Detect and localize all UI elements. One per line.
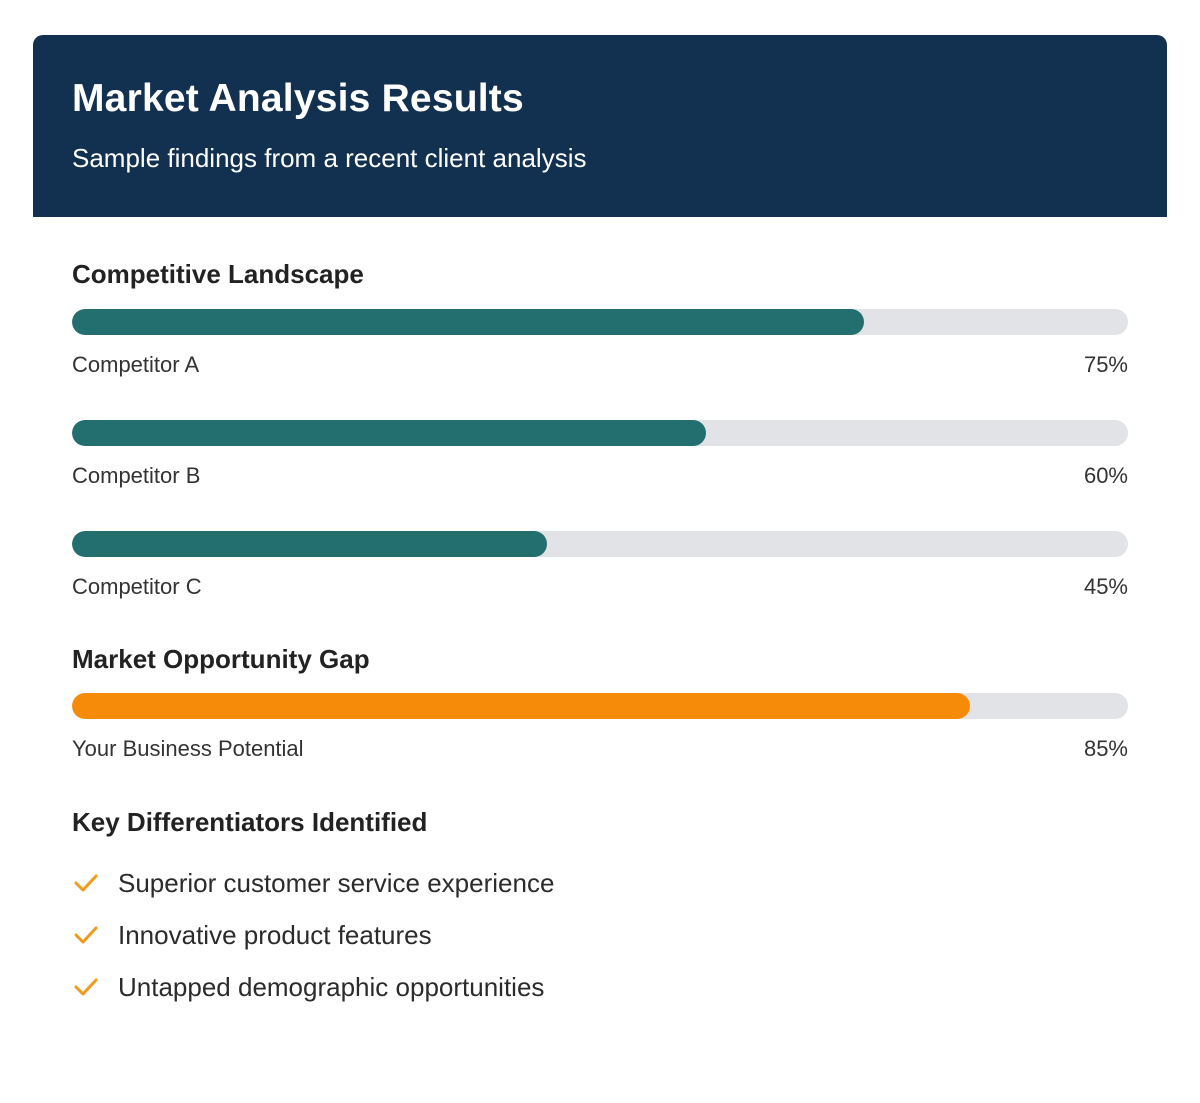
business-potential-value: 85% bbox=[1083, 736, 1128, 761]
check-icon bbox=[72, 976, 118, 998]
competitor-b-value: 60% bbox=[1083, 463, 1128, 488]
competitor-b-label: Competitor B bbox=[72, 463, 201, 488]
progress-track bbox=[72, 420, 1128, 446]
page-subtitle: Sample findings from a recent client ana… bbox=[72, 143, 587, 173]
competitor-c-value: 45% bbox=[1083, 574, 1128, 599]
list-item: Untapped demographic opportunities bbox=[72, 961, 554, 1013]
competitor-a-label: Competitor A bbox=[72, 352, 200, 377]
list-item: Innovative product features bbox=[72, 909, 554, 961]
page-title: Market Analysis Results bbox=[72, 77, 524, 120]
progress-track bbox=[72, 531, 1128, 557]
market-opportunity-title: Market Opportunity Gap bbox=[72, 644, 370, 674]
competitive-landscape-title: Competitive Landscape bbox=[72, 259, 364, 289]
differentiator-label: Innovative product features bbox=[118, 919, 432, 950]
progress-track bbox=[72, 309, 1128, 335]
business-potential-bar bbox=[72, 693, 970, 719]
card-header: Market Analysis Results Sample findings … bbox=[33, 35, 1167, 217]
business-potential-label: Your Business Potential bbox=[72, 736, 304, 761]
key-differentiators-title: Key Differentiators Identified bbox=[72, 807, 428, 837]
competitor-c-label: Competitor C bbox=[72, 574, 202, 599]
competitor-a-row: Competitor A 75% bbox=[72, 309, 1128, 378]
differentiator-label: Untapped demographic opportunities bbox=[118, 971, 545, 1002]
competitor-b-bar bbox=[72, 420, 706, 446]
competitor-c-row: Competitor C 45% bbox=[72, 531, 1128, 600]
check-icon bbox=[72, 872, 118, 894]
business-potential-row: Your Business Potential 85% bbox=[72, 693, 1128, 762]
differentiator-label: Superior customer service experience bbox=[118, 867, 555, 898]
check-icon bbox=[72, 924, 118, 946]
progress-track bbox=[72, 693, 1128, 719]
competitor-b-row: Competitor B 60% bbox=[72, 420, 1128, 489]
list-item: Superior customer service experience bbox=[72, 857, 554, 909]
competitor-a-value: 75% bbox=[1083, 352, 1128, 377]
competitor-c-bar bbox=[72, 531, 548, 557]
differentiators-list: Superior customer service experience Inn… bbox=[72, 857, 554, 1013]
market-analysis-card: Market Analysis Results Sample findings … bbox=[33, 35, 1167, 1075]
competitor-a-bar bbox=[72, 309, 864, 335]
